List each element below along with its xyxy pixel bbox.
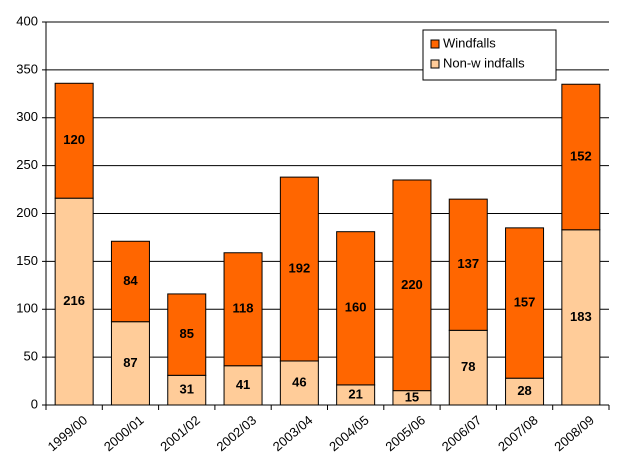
x-tick-label: 2004/05 bbox=[326, 412, 372, 454]
x-tick-label: 2000/01 bbox=[101, 412, 147, 454]
y-tick-label: 100 bbox=[16, 301, 38, 316]
bar-segment bbox=[561, 83, 601, 231]
y-tick-label: 250 bbox=[16, 157, 38, 172]
y-tick-label: 350 bbox=[16, 61, 38, 76]
data-label: 157 bbox=[514, 294, 536, 309]
x-tick-label: 2006/07 bbox=[439, 412, 485, 454]
data-label: 118 bbox=[233, 301, 254, 316]
data-label: 160 bbox=[345, 300, 367, 315]
data-label: 21 bbox=[348, 386, 362, 401]
bar-segment bbox=[392, 179, 432, 392]
x-tick-label: 2008/09 bbox=[551, 412, 597, 454]
bar-segment bbox=[167, 293, 207, 376]
x-tick-label: 2007/08 bbox=[495, 412, 541, 454]
data-label: 15 bbox=[405, 389, 419, 404]
data-label: 41 bbox=[236, 377, 250, 392]
y-tick-label: 300 bbox=[16, 109, 38, 124]
data-label: 87 bbox=[123, 355, 137, 370]
bar-segment bbox=[110, 240, 150, 323]
y-tick-label: 150 bbox=[16, 253, 38, 268]
x-tick-label: 2002/03 bbox=[214, 412, 260, 454]
data-label: 120 bbox=[63, 132, 85, 147]
x-tick-label: 2003/04 bbox=[270, 412, 316, 454]
data-label: 85 bbox=[180, 326, 194, 341]
data-label: 192 bbox=[288, 260, 310, 275]
bar-segment bbox=[279, 176, 319, 362]
legend-label: Windfalls bbox=[443, 35, 496, 50]
data-label: 31 bbox=[180, 382, 194, 397]
y-tick-label: 200 bbox=[16, 205, 38, 220]
data-label: 84 bbox=[123, 273, 138, 288]
bar-segment bbox=[223, 252, 263, 367]
bar-segment bbox=[110, 321, 150, 406]
legend-box bbox=[422, 29, 557, 81]
y-tick-label: 400 bbox=[16, 13, 38, 28]
y-tick-label: 50 bbox=[24, 349, 38, 364]
data-label: 183 bbox=[570, 309, 592, 324]
legend-swatch bbox=[430, 59, 440, 69]
x-tick-label: 2005/06 bbox=[382, 412, 428, 454]
bar-segment bbox=[505, 227, 545, 379]
y-tick-label: 0 bbox=[31, 396, 38, 411]
bar-segment bbox=[336, 231, 376, 386]
data-label: 220 bbox=[401, 277, 423, 292]
bar-segment bbox=[279, 360, 319, 406]
bar-segment bbox=[54, 82, 94, 199]
x-tick-label: 2001/02 bbox=[157, 412, 203, 454]
x-tick-label: 1999/00 bbox=[45, 412, 91, 454]
data-label: 78 bbox=[461, 359, 475, 374]
bar-segment bbox=[448, 198, 488, 331]
bar-segment bbox=[54, 197, 94, 406]
legend-label: Non-w indfalls bbox=[443, 55, 525, 70]
data-label: 152 bbox=[570, 148, 592, 163]
legend-swatch bbox=[430, 39, 440, 49]
data-label: 137 bbox=[457, 256, 479, 271]
bar-segment bbox=[167, 374, 207, 406]
data-label: 28 bbox=[517, 383, 531, 398]
data-label: 46 bbox=[292, 374, 306, 389]
data-label: 216 bbox=[63, 293, 85, 308]
